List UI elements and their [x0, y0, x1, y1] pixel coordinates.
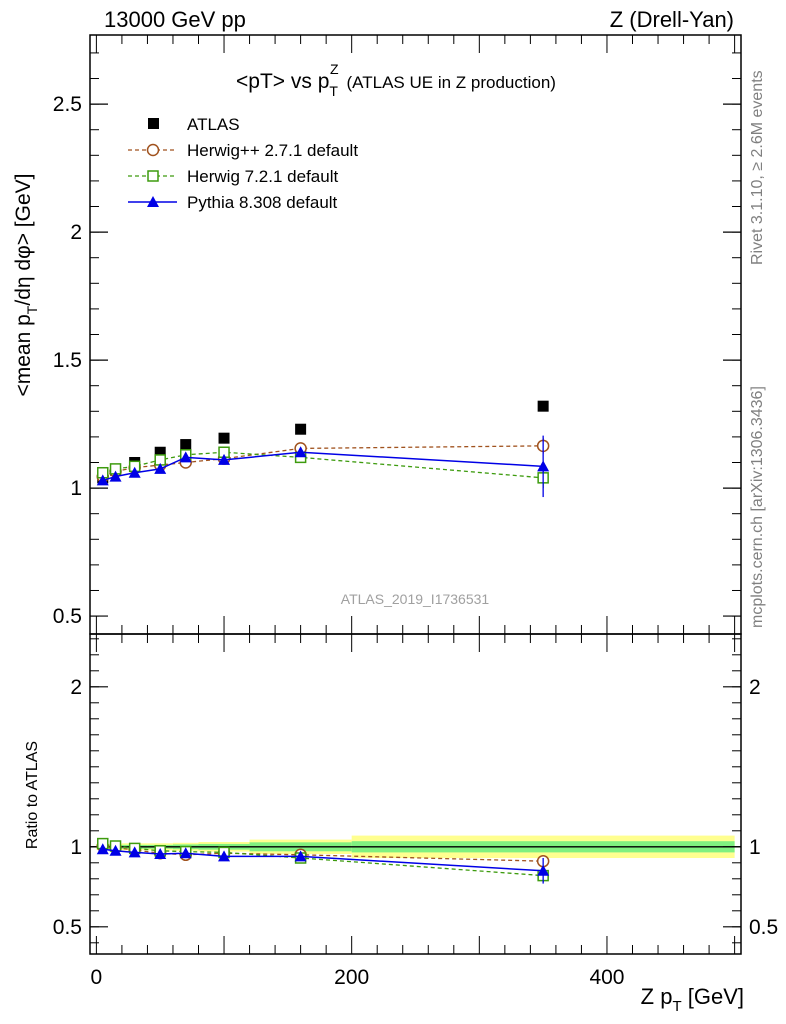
legend: ATLAS Herwig++ 2.7.1 default Herwig 7.2.…: [128, 115, 358, 212]
ratio-y-ticks: 0.5 0.5 1 1 2 2: [53, 638, 778, 944]
legend-marker-herwig7: [147, 170, 159, 182]
series-atlas-point: [537, 400, 549, 412]
series-pythia-8-308-default-point: [109, 844, 122, 856]
main-title-main: <pT> vs p: [236, 70, 329, 93]
series-pythia-8-308-default-point: [128, 466, 141, 478]
series-atlas-point: [180, 439, 192, 451]
y-tick-label: 0.5: [53, 916, 82, 939]
series-pythia-8-308-default-point: [294, 446, 307, 458]
y-tick-label-right: 0.5: [749, 916, 778, 939]
series-pythia-8-308-default-point: [537, 864, 550, 876]
x-tick-label: 400: [589, 966, 624, 989]
main-title-rest: (ATLAS UE in Z production): [347, 73, 556, 92]
legend-entry-herwig7: Herwig 7.2.1 default: [128, 167, 338, 186]
y-tick-label: 2.5: [53, 93, 82, 116]
y-tick-label: 1: [70, 836, 82, 859]
legend-label-herwig7: Herwig 7.2.1 default: [187, 167, 338, 186]
series-pythia-8-308-default-point: [537, 460, 550, 472]
x-axis-label-post: [GeV]: [682, 984, 744, 1009]
ratio-y-axis-label: Ratio to ATLAS: [24, 741, 41, 849]
y-tick-label: 2: [70, 221, 82, 244]
series-pythia-8-308-default-point: [154, 848, 167, 859]
main-panel: 0.511.522.5 <pT> vs pTZ(ATLAS UE in Z pr…: [12, 34, 742, 635]
mcplots-source-label: mcplots.cern.ch [arXiv:1306.3436]: [749, 386, 766, 628]
main-title-sup: Z: [330, 61, 339, 77]
analysis-watermark: ATLAS_2019_I1736531: [341, 591, 490, 607]
x-axis-label: Z pT [GeV]: [641, 984, 744, 1015]
main-y-ticks: 0.5 1 1.5 2 2.5: [53, 52, 741, 628]
main-title-sub: T: [329, 83, 338, 99]
series-pythia-8-308-default-point: [294, 850, 307, 862]
series-atlas-point: [295, 423, 307, 435]
series-atlas-point: [218, 432, 230, 444]
series-pythia-8-308-default-point: [96, 474, 109, 486]
series-pythia-8-308-default-point: [128, 846, 141, 858]
series-pythia-8-308-default-point: [179, 451, 192, 463]
series-atlas-point: [154, 446, 166, 458]
legend-entry-pythia: Pythia 8.308 default: [128, 193, 338, 212]
series-pythia-8-308-default-point: [109, 470, 122, 482]
legend-label-herwigpp: Herwig++ 2.7.1 default: [187, 141, 358, 160]
main-series-group: [96, 400, 550, 498]
x-tick-label: 0: [91, 966, 103, 989]
legend-marker-herwigpp: [146, 143, 160, 157]
legend-marker-pythia: [147, 196, 159, 207]
main-y-axis-label-pre: <mean p: [12, 314, 35, 396]
x-tick-label: 200: [334, 966, 369, 989]
legend-label-atlas: ATLAS: [187, 115, 240, 134]
rivet-version-label: Rivet 3.1.10, ≥ 2.6M events: [749, 70, 766, 265]
series-pythia-8-308-default-point: [96, 843, 109, 855]
main-x-ticks: [95, 35, 736, 634]
ratio-series-group: [96, 837, 550, 884]
main-y-axis-label-sub: T: [24, 305, 40, 314]
header-process-label: Z (Drell-Yan): [610, 7, 734, 32]
legend-label-pythia: Pythia 8.308 default: [187, 193, 338, 212]
x-axis-label-sub: T: [672, 998, 681, 1015]
y-tick-label: 1: [70, 477, 82, 500]
main-y-axis-label-post: /dη dφ> [GeV]: [12, 174, 35, 306]
y-tick-label: 0.5: [53, 605, 82, 628]
series-pythia-8-308-default-point: [179, 847, 192, 859]
main-y-axis-label: <mean pT/dη dφ> [GeV]: [12, 174, 40, 397]
y-tick-label: 1.5: [53, 349, 82, 372]
x-axis-label-pre: Z p: [641, 984, 673, 1009]
header-collision-label: 13000 GeV pp: [104, 7, 246, 32]
series-pythia-8-308-default-point: [218, 850, 231, 862]
ratio-panel: 0.5 0.5 1 1 2 2 0 200 400 Ratio to ATLAS Z pT […: [24, 633, 778, 1015]
ratio-x-ticks: 0 200 400: [91, 634, 736, 989]
y-tick-label: 2: [70, 676, 82, 699]
series-pythia-8-308-default-point: [218, 453, 231, 465]
series-pythia-8-308-default-point: [154, 462, 167, 474]
series-herwig-2-7-1-default-line: [102, 445, 544, 478]
y-tick-label-right: 1: [749, 836, 761, 859]
series-pythia-8-308-default-line: [102, 451, 544, 482]
legend-entry-herwigpp: Herwig++ 2.7.1 default: [128, 141, 358, 160]
ratio-plot-frame: [89, 633, 742, 955]
legend-marker-atlas: [148, 118, 159, 129]
y-tick-label-right: 2: [749, 676, 761, 699]
legend-entry-atlas: ATLAS: [148, 115, 240, 134]
main-title: <pT> vs pTZ (ATLAS UE in Z production): [236, 61, 556, 99]
